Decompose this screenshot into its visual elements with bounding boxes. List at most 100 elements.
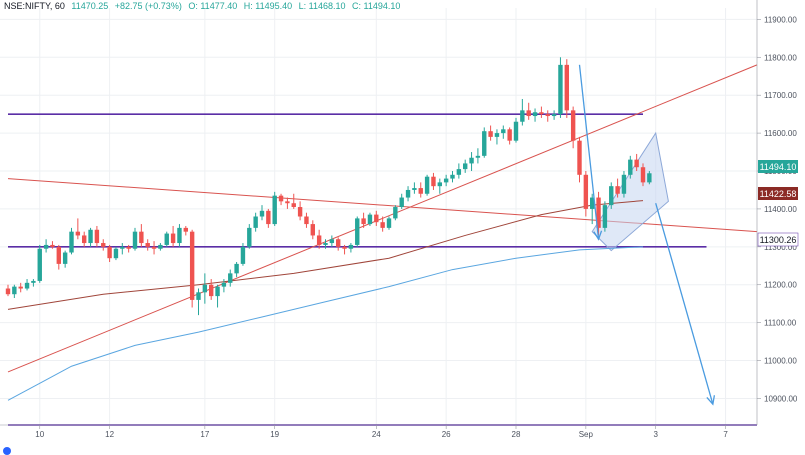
candle-body	[596, 197, 601, 228]
price-tick-label: 11700.00	[764, 91, 797, 100]
time-tick-label: 12	[105, 430, 114, 439]
time-axis[interactable]: 10 12 17 19 24 26 28 Sep 3 7	[0, 424, 757, 439]
candle-body	[475, 155, 481, 158]
candle-body	[170, 233, 176, 244]
price-tick-label: 10900.00	[764, 394, 798, 403]
candle-body	[139, 231, 144, 244]
candle-body	[94, 229, 100, 244]
projection-arrow-head	[593, 230, 603, 241]
price-tick-label: 11800.00	[764, 53, 797, 62]
candle-body	[399, 197, 404, 208]
candle-body	[101, 243, 106, 247]
candle-body	[418, 188, 423, 194]
time-tick-label: 17	[200, 430, 209, 439]
drawing-overlays	[7, 64, 758, 426]
current-price-badge	[758, 160, 798, 173]
candle-body	[196, 292, 201, 300]
candle-body	[69, 231, 74, 253]
candle-body	[532, 112, 538, 117]
candle-body	[297, 207, 303, 217]
price-tick-label: 11000.00	[764, 357, 797, 366]
candle-body	[240, 246, 246, 264]
candle-body	[539, 112, 544, 115]
candle-body	[253, 216, 258, 228]
candle-body	[463, 163, 468, 170]
candle-body	[361, 218, 366, 225]
last-price: 11470.25	[71, 1, 109, 11]
projection-arrows	[578, 64, 716, 406]
candle-body	[443, 178, 449, 183]
candle-body	[88, 229, 93, 244]
price-tick-label: 11100.00	[764, 319, 797, 328]
support-price-label: 11300.26	[760, 235, 797, 245]
price-axis[interactable]: 10900.00 11000.00 11100.00 11200.00 11300.00…	[756, 0, 798, 425]
candle-body	[431, 176, 436, 187]
ma-fast-line	[7, 200, 644, 310]
ma-slow-line	[7, 246, 644, 401]
candle-body	[355, 218, 360, 245]
candle-body	[386, 218, 392, 228]
candle-body	[507, 129, 512, 141]
candle-body	[647, 173, 652, 183]
candle-body	[75, 231, 81, 236]
time-tick-label: 28	[512, 430, 521, 439]
candle-body	[82, 235, 87, 244]
low-value: L: 11468.10	[298, 1, 346, 11]
candle-body	[272, 195, 277, 225]
candle-body	[609, 186, 614, 206]
price-tick-label: 11400.00	[764, 205, 797, 214]
candle-body	[113, 248, 119, 259]
candle-body	[12, 286, 17, 295]
candle-body	[158, 244, 163, 249]
candle-body	[520, 110, 525, 122]
candle-body	[304, 216, 309, 225]
candle-body	[62, 252, 68, 264]
ma-price-badge	[758, 187, 798, 200]
candle-body	[43, 244, 49, 249]
candle-body	[18, 286, 23, 289]
candle-body	[367, 214, 373, 225]
time-tick-label: 7	[723, 430, 728, 439]
candle-body	[640, 167, 646, 183]
candle-body	[151, 246, 157, 249]
candle-body	[342, 246, 347, 249]
candle-body	[285, 201, 290, 204]
symbol-name[interactable]: NSE:NIFTY, 60	[4, 1, 65, 11]
candle-body	[437, 182, 442, 187]
candle-body	[107, 246, 112, 259]
candle-body	[234, 263, 239, 274]
candle-body	[266, 210, 271, 225]
candle-body	[164, 233, 169, 245]
candle-body	[202, 284, 208, 293]
price-tick-label: 11300.00	[764, 243, 797, 252]
candle-body	[634, 159, 639, 168]
price-tick-label: 11600.00	[764, 129, 797, 138]
symbol-legend[interactable]: NSE:NIFTY, 60 11470.25 +82.75 (+0.73%) O…	[4, 1, 404, 11]
candle-body	[291, 203, 296, 208]
candle-body	[31, 280, 36, 283]
close-value: C: 11494.10	[352, 1, 401, 11]
candle-body	[488, 131, 493, 137]
candle-body	[551, 114, 557, 117]
price-labels: 11494.10 11422.58 11300.26	[757, 160, 799, 247]
candle-body	[209, 284, 214, 297]
candle-body	[329, 239, 335, 244]
candle-body	[316, 235, 322, 245]
candle-body	[310, 224, 315, 236]
candle-body	[5, 288, 11, 295]
candle-body	[380, 222, 385, 228]
candle-body	[259, 210, 265, 217]
candle-body	[526, 110, 531, 117]
high-value: H: 11495.40	[243, 1, 293, 11]
time-tick-label: Sep	[579, 430, 594, 439]
price-tick-label: 11900.00	[764, 15, 797, 24]
candle-body	[393, 207, 398, 219]
candle-body	[564, 64, 569, 111]
flag-channel	[591, 131, 669, 252]
candle-body	[323, 243, 328, 245]
candle-body	[126, 246, 131, 249]
candle-body	[558, 64, 563, 115]
candle-body	[412, 188, 417, 190]
candle-body	[570, 110, 576, 141]
